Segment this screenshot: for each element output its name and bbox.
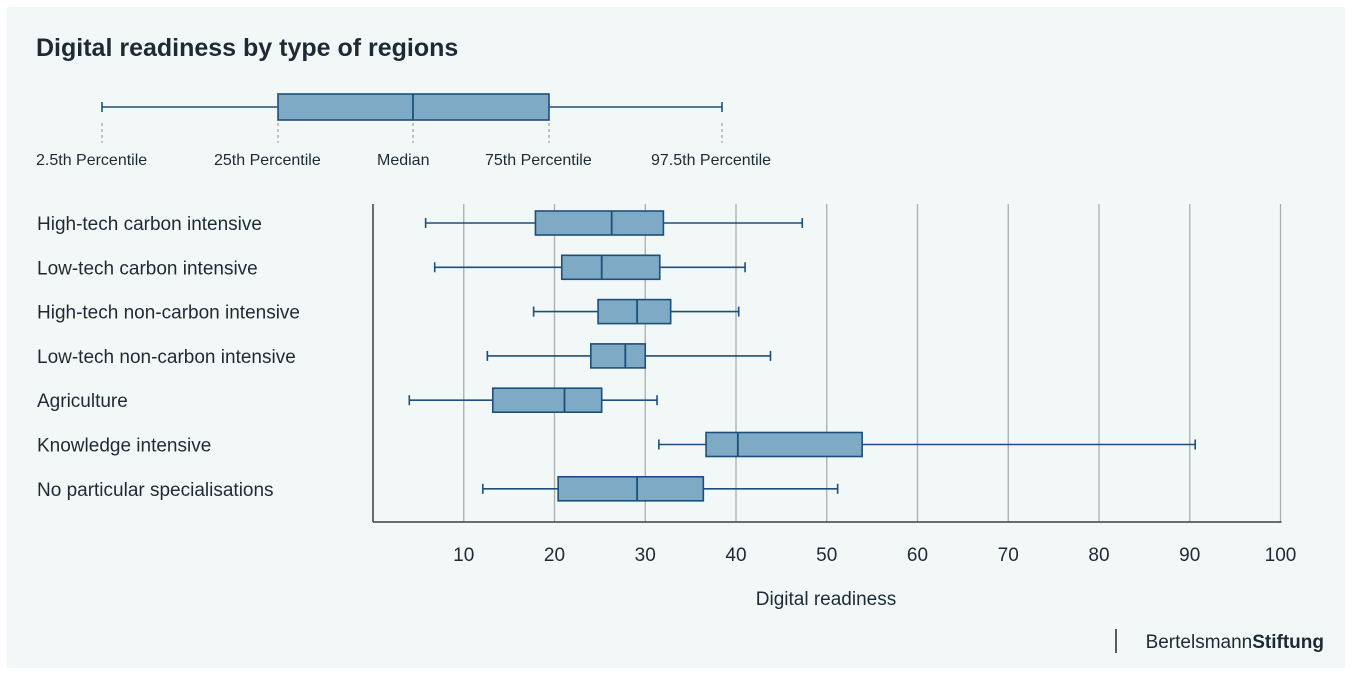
iqr-box — [534, 210, 665, 236]
x-tick-label: 90 — [1179, 545, 1200, 566]
chart-panel: Digital readiness by type of regions 2.5… — [7, 7, 1345, 668]
iqr-box — [560, 254, 661, 281]
legend-label: 75th Percentile — [485, 152, 592, 169]
x-tick-label: 40 — [725, 545, 746, 566]
category-label: Low-tech carbon intensive — [37, 258, 258, 279]
box-group — [532, 298, 740, 325]
box-group — [424, 210, 804, 236]
legend-label: 2.5th Percentile — [36, 152, 147, 169]
brand-logo: BertelsmannStiftung — [1115, 629, 1324, 653]
brand-text: BertelsmannStiftung — [1146, 632, 1324, 653]
x-tick-label: 10 — [453, 545, 474, 566]
category-label: No particular specialisations — [37, 480, 274, 501]
box-group — [408, 387, 658, 414]
legend: 2.5th Percentile 25th Percentile Median 75t… — [36, 93, 771, 169]
box-group — [486, 343, 772, 369]
legend-label: 25th Percentile — [214, 152, 321, 169]
boxes — [408, 210, 1196, 502]
legend-label: Median — [377, 152, 429, 169]
x-tick-label: 30 — [635, 545, 656, 566]
box-group — [482, 475, 839, 502]
iqr-box — [705, 431, 863, 458]
brand-bold: Stiftung — [1252, 632, 1324, 653]
axes — [372, 204, 1282, 523]
iqr-box — [597, 298, 672, 325]
brand-light: Bertelsmann — [1146, 632, 1253, 653]
x-tick-label: 60 — [907, 545, 928, 566]
box-group — [433, 254, 746, 281]
category-label: Knowledge intensive — [37, 436, 211, 457]
iqr-box — [491, 387, 603, 414]
iqr-box — [557, 475, 705, 502]
x-tick-label: 100 — [1265, 545, 1297, 566]
boxplot-chart: Digital readiness by type of regions 2.5… — [36, 34, 1324, 653]
x-tick-label: 20 — [544, 545, 565, 566]
x-tick-label: 70 — [998, 545, 1019, 566]
box-group — [658, 431, 1196, 458]
gridlines — [463, 204, 1282, 522]
category-label: Low-tech non-carbon intensive — [37, 347, 296, 368]
x-tick-label: 50 — [816, 545, 837, 566]
legend-label: 97.5th Percentile — [651, 152, 771, 169]
tick-labels: 10 20 30 40 50 60 70 80 90 100 — [453, 545, 1296, 566]
x-tick-label: 80 — [1088, 545, 1109, 566]
category-label: High-tech non-carbon intensive — [37, 303, 300, 324]
category-label: High-tech carbon intensive — [37, 214, 262, 235]
x-axis-title: Digital readiness — [756, 589, 896, 610]
iqr-box — [589, 343, 647, 369]
category-labels: High-tech carbon intensive Low-tech carbo… — [37, 214, 300, 501]
category-label: Agriculture — [37, 391, 128, 412]
chart-title: Digital readiness by type of regions — [36, 34, 458, 62]
